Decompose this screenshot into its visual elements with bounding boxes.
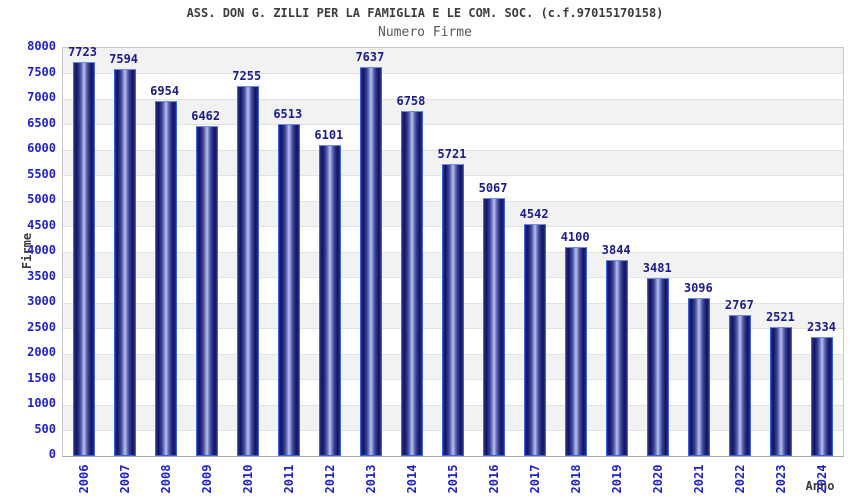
bar-2019	[606, 259, 629, 456]
bar-value-label: 2521	[765, 310, 795, 325]
gridline	[63, 98, 843, 100]
bar-value-label: 4542	[519, 207, 549, 222]
y-tick-label: 6000	[27, 141, 56, 155]
x-tick-label: 2012	[322, 464, 337, 494]
y-tick-label: 5500	[27, 166, 56, 181]
bar-2017	[524, 224, 547, 456]
bar-2006	[72, 62, 95, 456]
bar-value-label: 2334	[807, 319, 836, 334]
bar-value-label: 7723	[68, 45, 97, 60]
gridline	[63, 149, 843, 151]
bar-2023	[770, 327, 793, 456]
bar-2007	[113, 68, 136, 456]
x-tick-label: 2017	[528, 464, 543, 494]
bar-2015	[442, 164, 464, 456]
y-tick-label: 1500	[27, 370, 56, 385]
bar-2011	[277, 123, 300, 456]
bar-value-label: 3844	[601, 242, 631, 257]
bar-2024	[811, 336, 834, 456]
x-tick-label: 2008	[158, 464, 173, 494]
y-tick-label: 7000	[27, 90, 56, 104]
x-tick-label: 2015	[446, 464, 460, 494]
bar-2010	[236, 86, 259, 456]
y-tick-label: 7500	[27, 64, 56, 79]
x-tick-label: 2006	[76, 464, 91, 494]
bar-value-label: 5067	[478, 180, 508, 195]
x-tick-label: 2023	[774, 464, 789, 494]
x-tick-label: 2024	[815, 464, 830, 494]
x-tick-label: 2013	[363, 464, 378, 494]
bar-2014	[400, 111, 423, 456]
chart-title: ASS. DON G. ZILLI PER LA FAMIGLIA E LE C…	[186, 6, 664, 20]
bar-value-label: 6513	[273, 106, 303, 121]
bar-2008	[154, 101, 177, 456]
gridline	[63, 124, 843, 125]
bar-2013	[359, 66, 382, 456]
bar-value-label: 4100	[560, 229, 590, 244]
bar-value-label: 6954	[150, 84, 180, 99]
y-tick-label: 4500	[27, 217, 56, 232]
bar-value-label: 6758	[396, 94, 426, 109]
bar-2018	[565, 246, 588, 456]
y-tick-label: 1000	[27, 396, 56, 410]
gridline	[63, 73, 843, 74]
y-tick-label: 4000	[27, 243, 56, 257]
bar-2012	[318, 144, 341, 456]
x-tick-label: 2011	[281, 464, 296, 494]
y-tick-label: 5000	[27, 192, 56, 206]
y-tick-label: 8000	[27, 39, 56, 53]
plot-area	[62, 47, 844, 457]
x-tick-label: 2018	[569, 464, 584, 494]
bar-value-label: 7594	[109, 51, 139, 66]
bar-value-label: 7255	[232, 68, 262, 83]
y-tick-label: 2000	[27, 345, 56, 359]
y-tick-label: 500	[34, 421, 56, 436]
bar-2016	[483, 197, 506, 456]
x-axis-title: Anno	[805, 479, 835, 493]
bar-value-label: 3096	[683, 281, 713, 296]
bar-value-label: 3481	[642, 261, 672, 276]
x-tick-label: 2014	[404, 464, 419, 494]
bar-value-label: 5721	[437, 147, 467, 162]
bar-2009	[195, 126, 218, 456]
chart-subtitle: Numero Firme	[378, 25, 472, 40]
x-tick-label: 2016	[487, 464, 502, 494]
y-tick-label: 3000	[27, 294, 56, 308]
bar-value-label: 6101	[314, 127, 344, 142]
bar-value-label: 7637	[355, 49, 385, 64]
x-tick-label: 2020	[651, 464, 666, 494]
x-tick-label: 2007	[117, 464, 132, 494]
x-tick-label: 2021	[692, 464, 707, 494]
bar-2020	[647, 278, 670, 456]
y-tick-label: 2500	[27, 319, 56, 334]
x-tick-label: 2010	[240, 464, 255, 494]
y-tick-label: 3500	[27, 268, 56, 283]
bar-2021	[688, 298, 711, 456]
bar-2022	[729, 314, 752, 456]
x-tick-label: 2022	[733, 464, 748, 494]
bar-value-label: 2767	[724, 297, 754, 312]
x-tick-label: 2009	[199, 464, 214, 494]
y-tick-label: 6500	[27, 115, 56, 130]
y-tick-label: 0	[48, 447, 56, 461]
bar-value-label: 6462	[191, 109, 221, 124]
x-tick-label: 2019	[610, 464, 625, 494]
